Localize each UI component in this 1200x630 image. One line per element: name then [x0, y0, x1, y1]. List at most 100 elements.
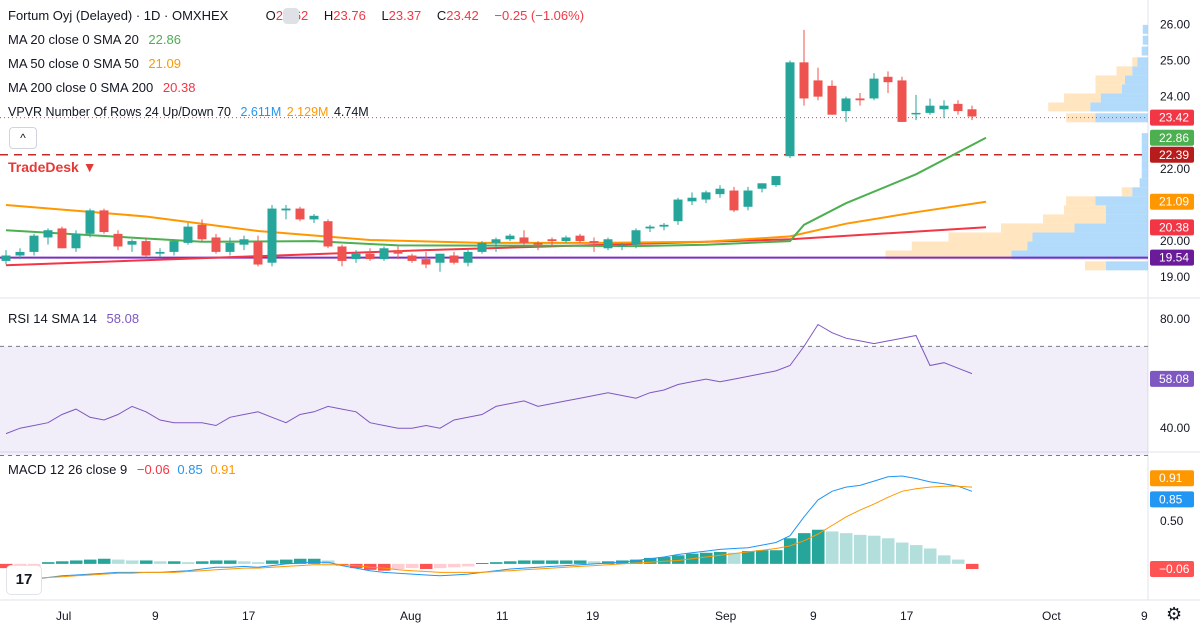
price-tag — [1150, 129, 1194, 146]
candle-body — [141, 241, 151, 256]
candle-body — [925, 105, 935, 113]
ma20-label: MA 20 close 0 SMA 20 — [8, 32, 139, 47]
rsi-value-tag — [1150, 370, 1194, 387]
volume-profile-down — [1124, 75, 1148, 85]
volume-profile-up — [1095, 84, 1122, 94]
macd-value-tag — [1150, 491, 1194, 508]
macd-histogram-bar — [84, 559, 97, 564]
volume-profile-up — [1085, 261, 1106, 271]
symbol-title[interactable]: Fortum Oyj (Delayed) · 1D · OMXHEX — [8, 8, 229, 23]
candle-body — [547, 239, 557, 242]
ma200-legend[interactable]: MA 200 close 0 SMA 200 20.38 — [8, 80, 201, 95]
ma20-value: 22.86 — [148, 32, 181, 47]
ma200-value: 20.38 — [162, 80, 196, 95]
volume-profile-down — [1142, 24, 1148, 34]
candle-body — [771, 176, 781, 186]
candle-body — [701, 192, 711, 200]
macd-histogram-bar — [168, 561, 181, 564]
price-tag — [1150, 146, 1194, 163]
volume-profile-down — [1100, 93, 1148, 103]
vpvr-down: 2.129M — [286, 105, 329, 119]
volume-profile-up — [1116, 66, 1133, 76]
macd-signal-value: 0.91 — [210, 462, 236, 477]
time-axis-tick: Jul — [56, 609, 71, 623]
volume-profile-up — [1066, 196, 1096, 206]
candle-body — [841, 98, 851, 112]
candle-body — [967, 109, 977, 117]
volume-profile-up — [1048, 102, 1091, 112]
macd-histogram-bar — [196, 561, 209, 564]
macd-histogram-bar — [280, 559, 293, 564]
macd-value-tag — [1150, 560, 1194, 577]
volume-profile-down — [1139, 178, 1148, 188]
rsi-line — [5, 323, 973, 435]
chevron-up-icon: ^ — [20, 131, 26, 145]
macd-histogram-bar — [826, 531, 839, 564]
macd-histogram-bar — [728, 552, 741, 564]
ma20-legend[interactable]: MA 20 close 0 SMA 20 22.86 — [8, 32, 187, 47]
macd-histogram-bar — [546, 560, 559, 564]
settings-gear-icon[interactable]: ⚙ — [1166, 604, 1183, 624]
low-value: 23.37 — [388, 8, 422, 23]
candle-body — [225, 242, 235, 252]
tradedesk-label[interactable]: TradeDesk ▼ — [8, 159, 97, 175]
volume-profile-down — [1141, 142, 1148, 152]
volume-profile-up — [885, 250, 1012, 260]
time-axis-tick: 11 — [496, 609, 509, 623]
candle-body — [421, 259, 431, 265]
macd-histogram-bar — [882, 538, 895, 564]
macd-histogram-bar — [868, 535, 881, 564]
tradingview-logo[interactable]: 17 — [7, 566, 41, 594]
vpvr-up: 2.611M — [240, 105, 282, 119]
macd-hist-value: −0.06 — [136, 462, 170, 477]
collapse-legend-button[interactable]: ^ — [9, 127, 37, 149]
macd-histogram-bar — [532, 560, 545, 564]
macd-histogram-bar — [294, 558, 307, 564]
volume-profile-up — [1043, 214, 1106, 224]
macd-legend[interactable]: MACD 12 26 close 9 −0.06 0.85 0.91 — [8, 462, 242, 477]
volume-profile-up — [1095, 75, 1125, 85]
candle-body — [183, 226, 193, 243]
macd-histogram-bar — [308, 558, 321, 564]
candle-body — [239, 239, 249, 245]
candle-body — [491, 239, 501, 243]
rsi-legend[interactable]: RSI 14 SMA 14 58.08 — [8, 311, 145, 326]
macd-histogram-bar — [392, 563, 405, 569]
macd-histogram-bar — [448, 563, 461, 568]
ma50-legend[interactable]: MA 50 close 0 SMA 50 21.09 — [8, 56, 187, 71]
visibility-toggle-icon[interactable] — [283, 8, 299, 24]
macd-signal-line — [6, 485, 973, 580]
macd-histogram-bar — [462, 563, 475, 567]
vpvr-legend[interactable]: VPVR Number Of Rows 24 Up/Down 70 2.611M… — [8, 105, 375, 119]
macd-histogram-bar — [896, 542, 909, 564]
close-label: C — [436, 8, 447, 23]
price-tag — [1150, 249, 1194, 266]
volume-profile-up — [911, 241, 1028, 251]
candle-body — [351, 253, 361, 260]
candle-body — [953, 103, 963, 112]
candle-body — [645, 226, 655, 229]
candle-body — [463, 251, 473, 263]
candle-body — [757, 183, 767, 189]
candle-body — [197, 224, 207, 240]
macd-histogram-bar — [112, 559, 125, 564]
candle-body — [673, 199, 683, 222]
time-axis-tick: 9 — [810, 609, 817, 623]
macd-value-tag-label: 0.91 — [1159, 471, 1183, 485]
candle-body — [435, 253, 445, 263]
price-tag-label: 21.09 — [1159, 195, 1189, 209]
macd-histogram-bar — [224, 560, 237, 564]
candle-body — [897, 80, 907, 122]
candle-body — [883, 76, 893, 83]
macd-histogram-bar — [700, 552, 713, 564]
rsi-label: RSI 14 SMA 14 — [8, 311, 97, 326]
macd-value-tag-label: −0.06 — [1159, 562, 1190, 576]
volume-profile-up — [1121, 187, 1133, 197]
price-tag-label: 20.38 — [1159, 220, 1189, 234]
candle-body — [561, 237, 571, 242]
candle-body — [155, 251, 165, 254]
macd-histogram-bar — [588, 561, 601, 564]
macd-histogram-bar — [14, 563, 27, 568]
macd-value: 0.85 — [177, 462, 203, 477]
